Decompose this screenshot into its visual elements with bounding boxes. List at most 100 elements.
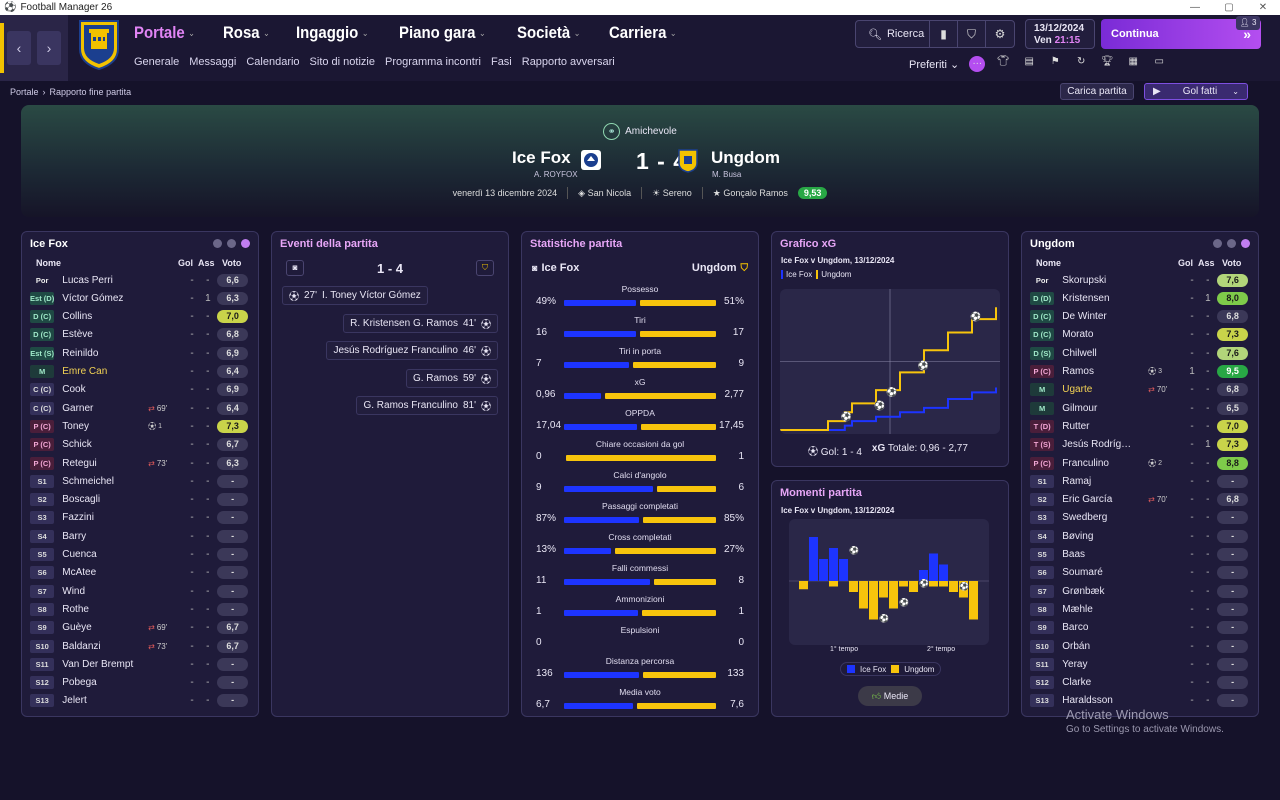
player-row[interactable]: Est (S) Reinildo - -6,9	[30, 344, 248, 362]
player-row[interactable]: S11 Yeray - - -	[1030, 655, 1248, 673]
subnav-item[interactable]: Generale	[134, 56, 180, 68]
player-row[interactable]: S5 Baas - - -	[1030, 546, 1248, 564]
club-crest-icon[interactable]	[78, 19, 120, 71]
favorites-dropdown[interactable]: Preferiti ⌄	[909, 58, 960, 71]
averages-button[interactable]: 👍︎ Medie	[858, 686, 922, 706]
nav-0[interactable]: Portale ⌄	[134, 23, 195, 43]
player-row[interactable]: M Ugarte ⇄ 70' - -6,8	[1030, 381, 1248, 399]
player-row[interactable]: M Emre Can - -6,4	[30, 363, 248, 381]
player-row[interactable]: Est (D) Víctor Gómez -1 6,3	[30, 289, 248, 307]
player-row[interactable]: S12 Pobega - - -	[30, 674, 248, 692]
away-team-name[interactable]: Ungdom	[711, 148, 780, 167]
player-row[interactable]: S10 Baldanzi ⇄ 73' - -6,7	[30, 637, 248, 655]
nav-5[interactable]: Carriera ⌄	[609, 23, 677, 43]
player-row[interactable]: S9 Guèye ⇄ 69' - -6,7	[30, 619, 248, 637]
notification-badge[interactable]: 👤︎ 3	[1236, 16, 1260, 30]
maximize-icon[interactable]: ▢	[1224, 2, 1234, 13]
page-dots[interactable]	[213, 239, 250, 248]
subnav-item[interactable]: Calendario	[246, 56, 300, 68]
player-row[interactable]: S3 Fazzini - - -	[30, 509, 248, 527]
player-row[interactable]: S1 Ramaj - - -	[1030, 472, 1248, 490]
player-row[interactable]: S6 Soumaré - - -	[1030, 564, 1248, 582]
refresh-icon[interactable]: ↻	[1076, 56, 1086, 67]
continue-button[interactable]: Continua»	[1101, 19, 1261, 49]
player-row[interactable]: C (C) Cook - -6,9	[30, 381, 248, 399]
nav-2[interactable]: Ingaggio ⌄	[296, 23, 368, 43]
player-row[interactable]: C (C) Garner ⇄ 69' - -6,4	[30, 399, 248, 417]
game-date[interactable]: 13/12/2024 Ven 21:15	[1025, 19, 1095, 49]
chat-icon[interactable]: …	[969, 56, 986, 72]
player-row[interactable]: S9 Barco - - -	[1030, 619, 1248, 637]
event-row[interactable]: G. Ramos Franculino 81' ⚽︎	[356, 396, 498, 415]
back-button[interactable]: ‹	[7, 31, 31, 65]
shirt-icon[interactable]: 👕︎	[996, 56, 1010, 67]
player-row[interactable]: S8 Mæhle - - -	[1030, 600, 1248, 618]
home-team-name[interactable]: Ice Fox	[512, 148, 571, 167]
subnav-item[interactable]: Rapporto avversari	[521, 56, 615, 68]
minimize-icon[interactable]: —	[1190, 2, 1200, 13]
favorites-bar: Preferiti ⌄ … 👕︎ ▤ ⚑ ↻ 🏆︎ ▦ ▭	[909, 56, 1167, 72]
subnav-item[interactable]: Programma incontri	[384, 56, 481, 68]
player-row[interactable]: S2 Boscagli - - -	[30, 491, 248, 509]
subnav-item[interactable]: Sito di notizie	[309, 56, 375, 68]
player-row[interactable]: Por Skorupski - -7,6	[1030, 271, 1248, 289]
player-row[interactable]: S5 Cuenca - - -	[30, 546, 248, 564]
event-row[interactable]: G. Ramos 59' ⚽︎	[405, 368, 498, 388]
close-icon[interactable]: ✕	[1258, 2, 1268, 13]
bookmark-icon[interactable]: ▮	[930, 21, 958, 47]
player-row[interactable]: S4 Bøving - - -	[1030, 527, 1248, 545]
player-row[interactable]: P (C) Retegui ⇄ 73' - -6,3	[30, 454, 248, 472]
player-row[interactable]: S13 Haraldsson - - -	[1030, 692, 1248, 710]
player-row[interactable]: S3 Swedberg - - -	[1030, 509, 1248, 527]
player-row[interactable]: D (C) Collins - -7,0	[30, 308, 248, 326]
nav-3[interactable]: Piano gara ⌄	[399, 23, 486, 43]
tactics-icon[interactable]: ⚑	[1050, 56, 1060, 67]
calendar-icon[interactable]: ▦	[1128, 56, 1138, 67]
document-icon[interactable]: ▤	[1024, 56, 1034, 67]
breadcrumb-portale[interactable]: Portale	[10, 87, 39, 97]
player-of-match[interactable]: ★ Gonçalo Ramos	[712, 187, 788, 198]
event-row[interactable]: ⚽︎ 27' I. Toney Víctor Gómez	[282, 286, 428, 305]
player-row[interactable]: D (D) Kristensen -1 8,0	[1030, 289, 1248, 307]
event-row[interactable]: Jesús Rodríguez Franculino 46' ⚽︎	[326, 341, 498, 360]
player-row[interactable]: S1 Schmeichel - - -	[30, 472, 248, 490]
page-dots[interactable]	[1213, 239, 1250, 248]
nav-1[interactable]: Rosa ⌄	[223, 23, 270, 43]
player-row[interactable]: Por Lucas Perri - -6,6	[30, 271, 248, 289]
player-row[interactable]: S4 Barry - - -	[30, 527, 248, 545]
player-row[interactable]: S12 Clarke - - -	[1030, 674, 1248, 692]
trophy-icon[interactable]: 🏆︎	[1100, 56, 1114, 67]
player-row[interactable]: S8 Rothe - - -	[30, 600, 248, 618]
event-row[interactable]: R. Kristensen G. Ramos 41' ⚽︎	[343, 313, 498, 333]
player-row[interactable]: D (C) Estève - -6,8	[30, 326, 248, 344]
card-icon[interactable]: ▭	[1154, 56, 1164, 67]
position-badge: D (S)	[1030, 346, 1055, 360]
player-row[interactable]: P (C) Schick - -6,7	[30, 436, 248, 454]
player-row[interactable]: P (C) Toney ⚽︎ 1- -7,3	[30, 417, 248, 435]
load-match-button[interactable]: Carica partita	[1060, 83, 1134, 100]
player-row[interactable]: T (D) Rutter - -7,0	[1030, 417, 1248, 435]
player-row[interactable]: S7 Grønbæk - - -	[1030, 582, 1248, 600]
goals-dropdown[interactable]: ▶ Gol fatti ⌄	[1144, 83, 1248, 100]
subnav-item[interactable]: Fasi	[490, 56, 512, 68]
player-row[interactable]: S10 Orbán - - -	[1030, 637, 1248, 655]
player-row[interactable]: T (S) Jesús Rodríg… -1 7,3	[1030, 436, 1248, 454]
search-button[interactable]: 🔍︎ Ricerca	[856, 21, 930, 47]
player-row[interactable]: D (C) Morato - -7,3	[1030, 326, 1248, 344]
player-row[interactable]: P (C) Ramos ⚽︎ 3 1-9,5	[1030, 363, 1248, 381]
player-row[interactable]: D (S) Chilwell - -7,6	[1030, 344, 1248, 362]
player-row[interactable]: P (C) Franculino ⚽︎ 2- -8,8	[1030, 454, 1248, 472]
player-row[interactable]: S13 Jelert - - -	[30, 692, 248, 710]
subnav-item[interactable]: Messaggi	[189, 56, 237, 68]
player-row[interactable]: S11 Van Der Brempt - - -	[30, 655, 248, 673]
forward-button[interactable]: ›	[37, 31, 61, 65]
player-row[interactable]: D (C) De Winter - -6,8	[1030, 308, 1248, 326]
player-row[interactable]: M Gilmour - -6,5	[1030, 399, 1248, 417]
player-row[interactable]: S2 Eric García ⇄ 70' - -6,8	[1030, 491, 1248, 509]
player-row[interactable]: S7 Wind - - -	[30, 582, 248, 600]
gear-icon[interactable]: ⚙	[994, 27, 1006, 41]
events-panel: Eventi della partita ◙ 1 - 4 ⛉ ⚽︎ 27' I. T…	[271, 231, 509, 717]
nav-4[interactable]: Società ⌄	[517, 23, 580, 43]
player-row[interactable]: S6 McAtee - - -	[30, 564, 248, 582]
shield-icon[interactable]: ⛉	[958, 21, 986, 47]
